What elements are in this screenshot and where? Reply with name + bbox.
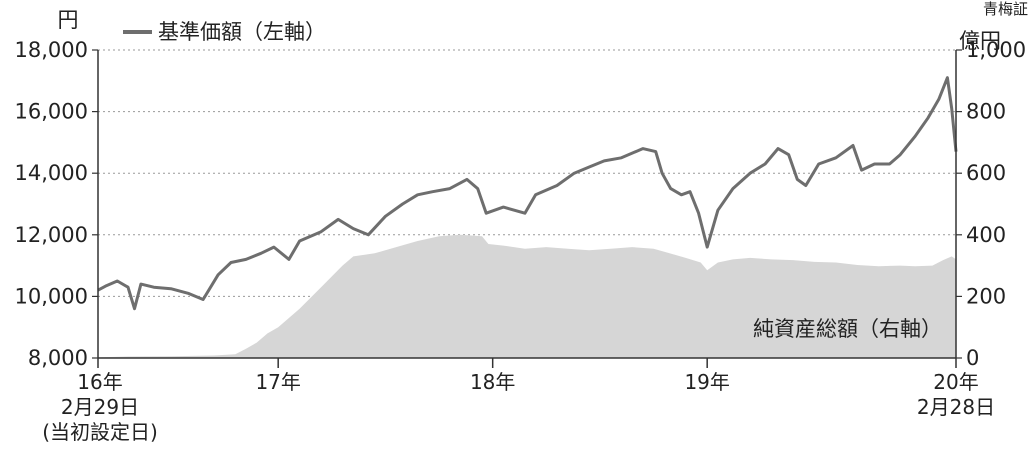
legend-net-assets: 純資産総額（右軸）: [753, 317, 942, 341]
right-tick-label: 600: [966, 161, 1006, 185]
legend-line-label: 基準価額（左軸）: [158, 20, 326, 44]
net-assets-area: [98, 234, 956, 358]
x-tick-label: 18年: [470, 370, 515, 394]
legend-nav-price: 基準価額（左軸）: [123, 20, 326, 44]
left-tick-label: 12,000: [15, 223, 88, 247]
left-axis-unit: 円: [58, 8, 79, 32]
left-tick-label: 18,000: [15, 38, 88, 62]
x-tick-label: 2月28日: [917, 395, 995, 419]
nav-price-line: [97, 76, 958, 311]
left-axis-ticks: 8,000 10,000 12,000 14,000 16,000 18,000: [15, 38, 88, 370]
right-tick-label: 0: [966, 346, 979, 370]
x-tick-label: 17年: [255, 370, 300, 394]
left-tick-label: 10,000: [15, 284, 88, 308]
x-tick-label: 2月29日: [61, 395, 139, 419]
right-tick-label: 200: [966, 284, 1006, 308]
left-tick-label: 14,000: [15, 161, 88, 185]
left-tick-label: 16,000: [15, 100, 88, 124]
axes: [92, 49, 962, 368]
corner-label: 青梅証: [983, 0, 1028, 18]
x-tick-label: 16年: [77, 370, 122, 394]
right-tick-label: 1,000: [966, 38, 1026, 62]
right-tick-label: 800: [966, 100, 1006, 124]
right-axis-unit: 億円: [959, 29, 1001, 53]
right-axis-ticks: 0 200 400 600 800 1,000: [966, 38, 1026, 370]
x-tick-label: (当初設定日): [42, 420, 158, 444]
x-tick-label: 20年: [933, 370, 978, 394]
right-tick-label: 400: [966, 223, 1006, 247]
x-tick-label: 19年: [684, 370, 729, 394]
left-tick-label: 8,000: [28, 346, 88, 370]
